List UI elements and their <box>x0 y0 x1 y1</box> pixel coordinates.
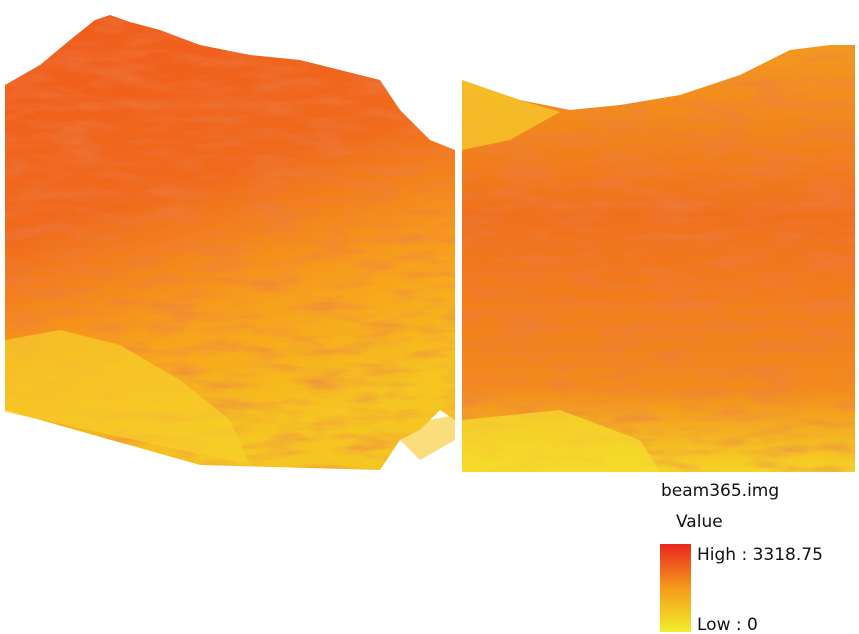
legend-title: beam365.img <box>661 481 779 501</box>
legend-field: Value <box>676 512 723 532</box>
right-terrain <box>462 45 855 472</box>
color-ramp <box>660 544 691 632</box>
legend-low: Low : 0 <box>697 615 758 634</box>
figure: beam365.img Value High : 3318.75 Low : 0 <box>0 0 859 634</box>
legend: beam365.img Value High : 3318.75 Low : 0 <box>660 481 823 634</box>
left-terrain <box>5 15 455 470</box>
legend-high: High : 3318.75 <box>697 545 823 565</box>
